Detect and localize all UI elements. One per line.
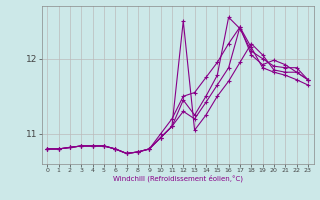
X-axis label: Windchill (Refroidissement éolien,°C): Windchill (Refroidissement éolien,°C) [113, 175, 243, 182]
